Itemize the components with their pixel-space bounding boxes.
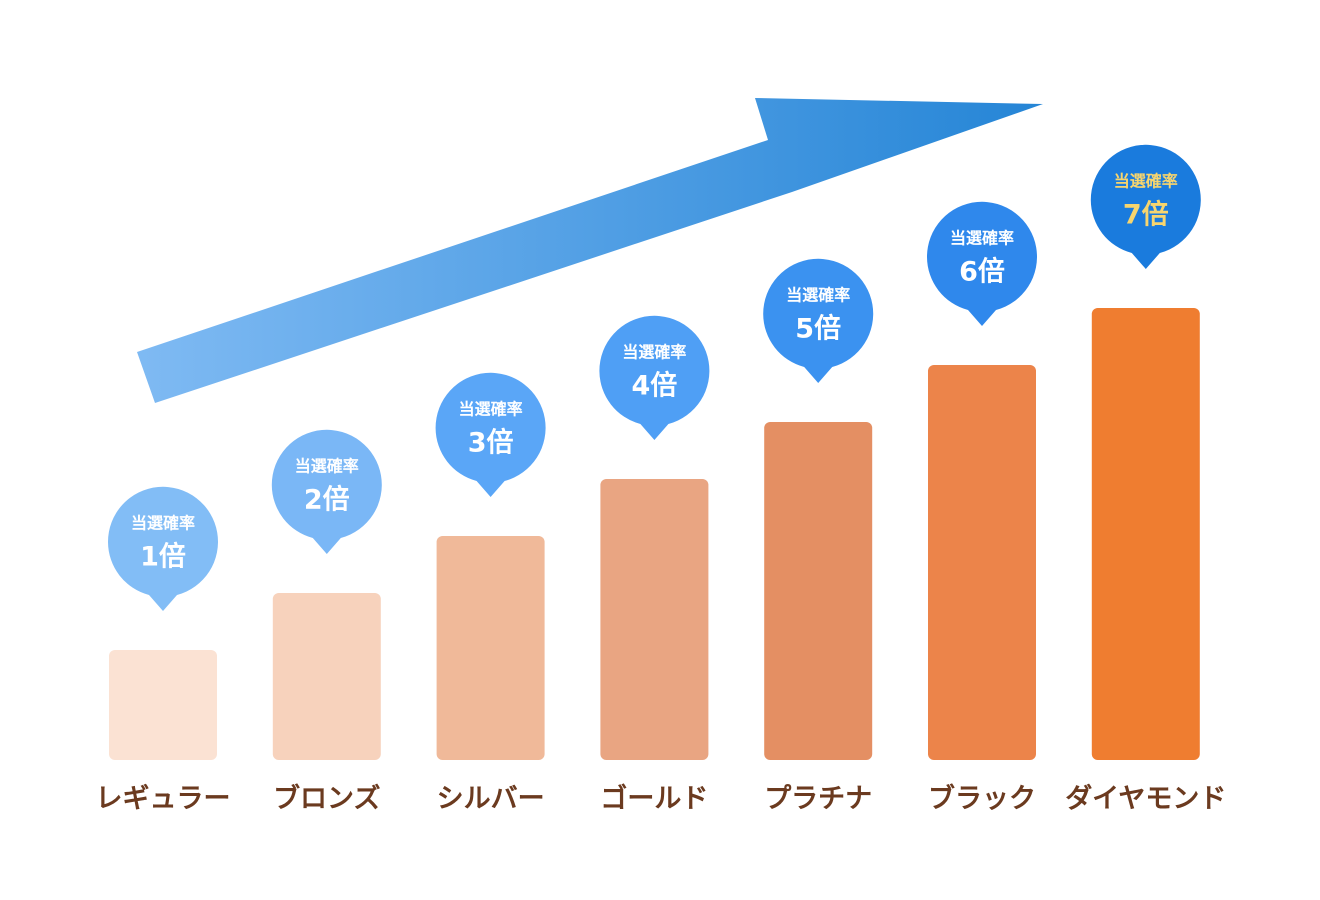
label-bubble (599, 315, 710, 440)
value-label: 2倍 (304, 484, 350, 516)
category-label: ブロンズ (273, 783, 380, 815)
value-label: 6倍 (959, 256, 1005, 288)
category-label: ダイヤモンド (1065, 783, 1226, 815)
label-title: 当選確率 (295, 457, 359, 476)
label-title: 当選確率 (459, 400, 523, 419)
category-label: ゴールド (600, 783, 708, 815)
label-bubble (763, 258, 874, 383)
label-bubble (435, 372, 546, 497)
bar (600, 479, 709, 760)
label-bubble (107, 486, 218, 611)
category-label: シルバー (437, 784, 545, 815)
label-bubble (926, 201, 1037, 326)
bar (1091, 308, 1200, 760)
label-title: 当選確率 (950, 229, 1014, 248)
category-label: ブラック (928, 783, 1036, 815)
label-bubble (1090, 144, 1201, 269)
label-title: 当選確率 (1114, 172, 1178, 191)
bar (272, 593, 381, 760)
category-label: プラチナ (764, 784, 872, 815)
bar (928, 365, 1036, 760)
value-label: 7倍 (1123, 199, 1169, 231)
value-label: 1倍 (140, 541, 186, 573)
bar (764, 422, 873, 760)
label-title: 当選確率 (131, 514, 195, 533)
label-title: 当選確率 (622, 343, 686, 362)
value-label: 4倍 (632, 370, 678, 402)
value-label: 3倍 (468, 427, 514, 459)
category-label: レギュラー (96, 784, 231, 815)
bar (109, 650, 217, 760)
bar (436, 536, 545, 760)
trend-arrow (137, 98, 1043, 403)
value-label: 5倍 (795, 313, 841, 345)
label-title: 当選確率 (786, 286, 850, 305)
label-bubble (271, 429, 382, 554)
